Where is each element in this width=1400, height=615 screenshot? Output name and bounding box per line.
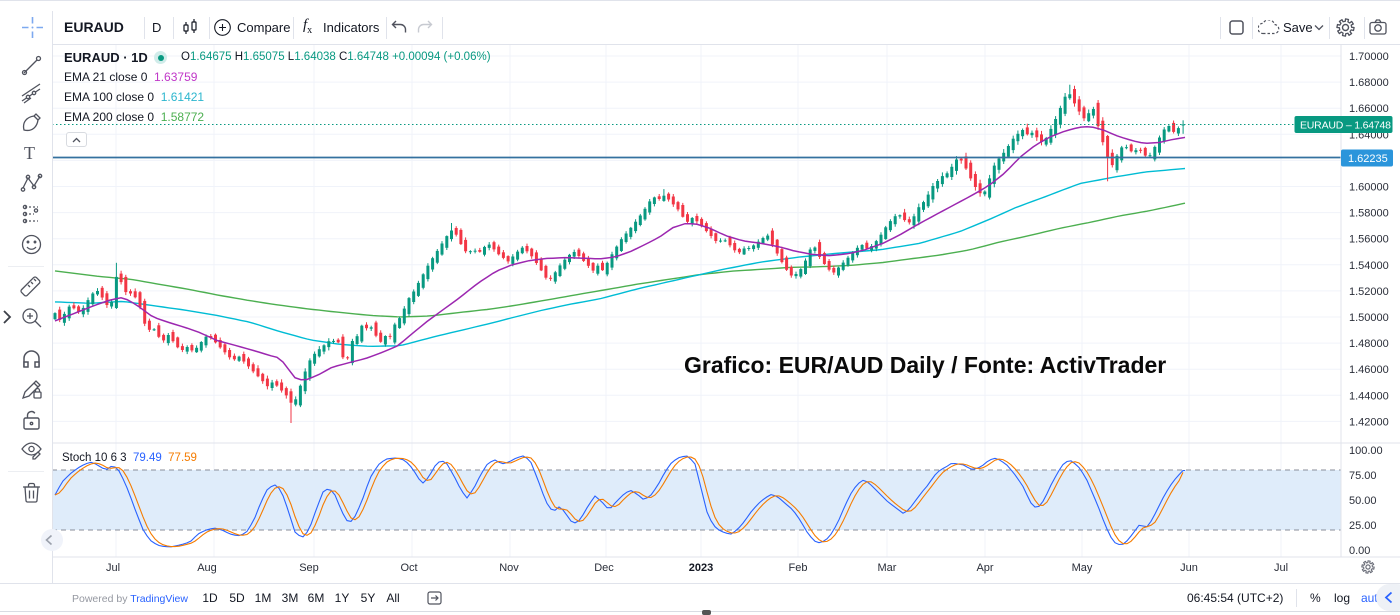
- svg-text:Nov: Nov: [499, 562, 519, 574]
- svg-text:Apr: Apr: [976, 562, 993, 574]
- svg-text:1.70000: 1.70000: [1349, 51, 1389, 63]
- svg-text:2023: 2023: [689, 562, 713, 574]
- svg-text:Feb: Feb: [789, 562, 808, 574]
- svg-text:1.44000: 1.44000: [1349, 390, 1389, 402]
- svg-text:1.62235: 1.62235: [1348, 153, 1388, 165]
- svg-text:Jul: Jul: [106, 562, 120, 574]
- svg-text:Aug: Aug: [197, 562, 217, 574]
- svg-text:0.00: 0.00: [1349, 545, 1370, 557]
- svg-text:Sep: Sep: [299, 562, 319, 574]
- svg-text:1.66000: 1.66000: [1349, 103, 1389, 115]
- svg-text:Jul: Jul: [1274, 562, 1288, 574]
- svg-text:1.54000: 1.54000: [1349, 260, 1389, 272]
- svg-text:Jun: Jun: [1180, 562, 1198, 574]
- svg-text:1.56000: 1.56000: [1349, 234, 1389, 246]
- svg-text:1.46000: 1.46000: [1349, 364, 1389, 376]
- svg-text:Dec: Dec: [594, 562, 614, 574]
- svg-text:1.58000: 1.58000: [1349, 208, 1389, 220]
- svg-text:May: May: [1072, 562, 1093, 574]
- svg-text:75.00: 75.00: [1349, 470, 1377, 482]
- svg-text:1.48000: 1.48000: [1349, 338, 1389, 350]
- svg-text:1.52000: 1.52000: [1349, 286, 1389, 298]
- svg-text:50.00: 50.00: [1349, 495, 1377, 507]
- svg-text:1.42000: 1.42000: [1349, 416, 1389, 428]
- svg-text:EURAUD – 1.64748: EURAUD – 1.64748: [1300, 120, 1391, 132]
- svg-text:25.00: 25.00: [1349, 520, 1377, 532]
- svg-text:1.60000: 1.60000: [1349, 182, 1389, 194]
- svg-text:100.00: 100.00: [1349, 445, 1383, 457]
- svg-text:Oct: Oct: [400, 562, 417, 574]
- svg-text:1.68000: 1.68000: [1349, 77, 1389, 89]
- svg-text:Mar: Mar: [878, 562, 897, 574]
- svg-text:1.50000: 1.50000: [1349, 312, 1389, 324]
